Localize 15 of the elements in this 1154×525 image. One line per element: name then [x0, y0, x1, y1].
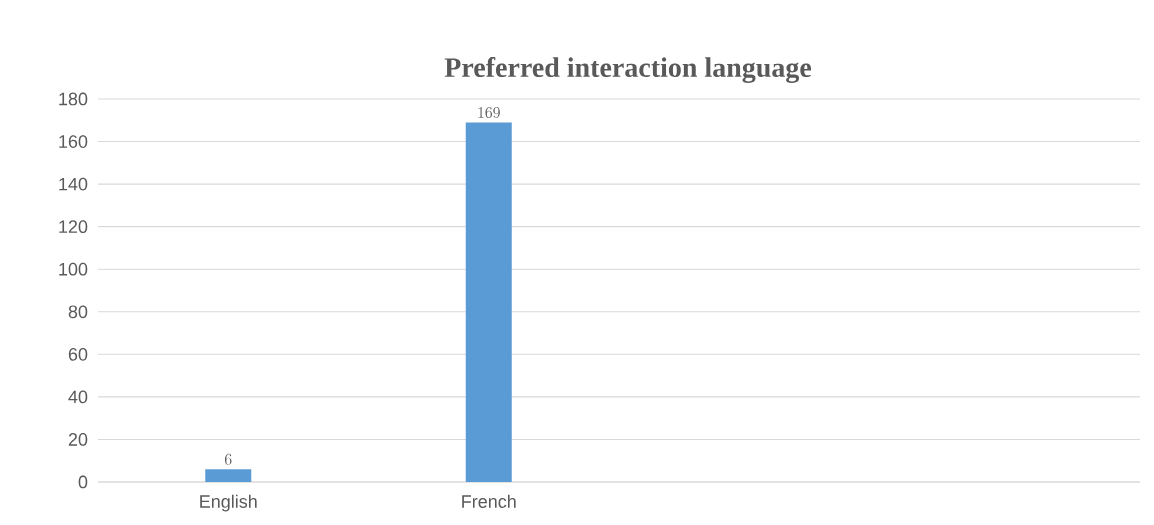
chart-title: Preferred interaction language	[444, 57, 812, 83]
y-tick-label: 60	[68, 347, 88, 361]
y-tick-label: 180	[59, 92, 88, 106]
x-tick-label: French	[462, 494, 516, 508]
data-label: 6	[224, 453, 232, 465]
y-tick-label: 40	[68, 390, 88, 404]
x-tick-label: English	[200, 494, 257, 512]
y-tick-label: 0	[78, 475, 88, 489]
y-tick-label: 120	[59, 220, 88, 234]
y-tick-label: 80	[68, 305, 88, 319]
y-tick-label: 20	[68, 433, 88, 446]
y-tick-label: 160	[59, 135, 88, 148]
data-label: 169	[478, 107, 500, 119]
y-tick-label: 140	[59, 177, 88, 191]
y-tick-label: 100	[59, 262, 88, 276]
